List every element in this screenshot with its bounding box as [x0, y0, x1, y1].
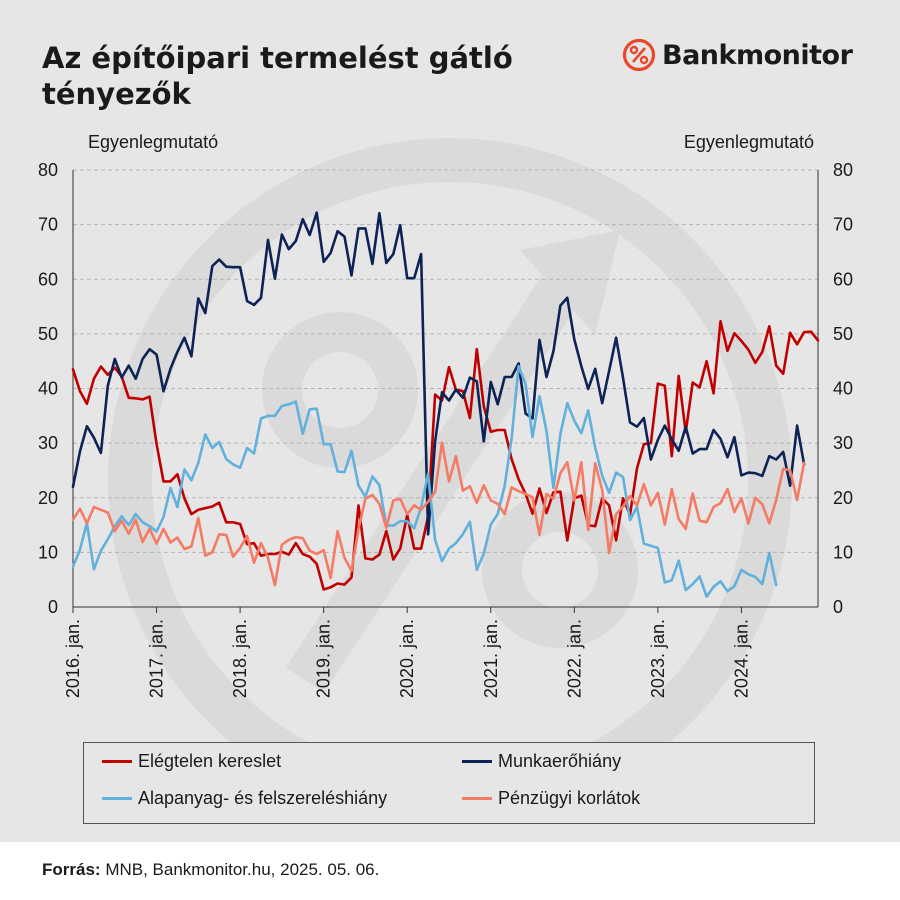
y2-tick-label: 10: [833, 542, 853, 562]
brand-name: Bankmonitor: [662, 39, 853, 71]
y-tick-label: 80: [38, 160, 58, 180]
chart-title: Az építőipari termelést gátló tényezők: [42, 41, 513, 111]
chart-legend: Elégtelen kereslet Munkaerőhiány Alapany…: [83, 742, 815, 824]
y-tick-label: 50: [38, 324, 58, 344]
legend-item-elegtelen-kereslet: Elégtelen kereslet: [102, 751, 281, 772]
source-text: MNB, Bankmonitor.hu, 2025. 05. 06.: [105, 860, 380, 879]
legend-swatch: [102, 797, 132, 800]
y-tick-label: 40: [38, 379, 58, 399]
y-tick-label: 20: [38, 488, 58, 508]
legend-item-alapanyaghiany: Alapanyag- és felszereléshiány: [102, 788, 387, 809]
source-label: Forrás:: [42, 860, 101, 879]
series-line: [71, 319, 820, 591]
x-tick-label: 2020. jan.: [397, 619, 417, 698]
chart-card: Az építőipari termelést gátló tényezők B…: [0, 0, 900, 842]
x-tick-label: 2022. jan.: [564, 619, 584, 698]
legend-item-penzugyi-korlatok: Pénzügyi korlátok: [462, 788, 640, 809]
legend-label: Pénzügyi korlátok: [498, 788, 641, 808]
left-axis-caption: Egyenlegmutató: [88, 132, 219, 152]
x-tick-label: 2023. jan.: [648, 619, 668, 698]
y-tick-label: 10: [38, 542, 58, 562]
y-tick-label: 70: [38, 215, 58, 235]
x-tick-label: 2019. jan.: [314, 619, 334, 698]
x-tick-label: 2021. jan.: [481, 619, 501, 698]
percent-circle-icon: [622, 38, 656, 72]
legend-swatch: [462, 760, 492, 763]
y2-tick-label: 50: [833, 324, 853, 344]
line-chart: 0 0 10 10 20 20 30 30 40 40 50 50 60 60 70 70 80 80 2016. …: [38, 160, 853, 698]
y2-tick-label: 80: [833, 160, 853, 180]
y-tick-label: 60: [38, 269, 58, 289]
legend-swatch: [462, 797, 492, 800]
right-axis-caption: Egyenlegmutató: [683, 132, 814, 152]
source-note: Forrás: MNB, Bankmonitor.hu, 2025. 05. 0…: [42, 860, 379, 880]
y2-tick-label: 0: [833, 597, 843, 617]
series-line: [71, 441, 806, 587]
y2-tick-label: 60: [833, 269, 853, 289]
legend-item-munkaerohiany: Munkaerőhiány: [462, 751, 621, 772]
y2-tick-label: 40: [833, 379, 853, 399]
legend-label: Elégtelen kereslet: [138, 751, 282, 771]
y2-tick-label: 70: [833, 215, 853, 235]
series-line: [71, 211, 806, 536]
brand-logo: Bankmonitor: [622, 37, 853, 73]
y-tick-label: 30: [38, 433, 58, 453]
series-line: [71, 364, 778, 598]
x-tick-label: 2024. jan.: [731, 619, 751, 698]
y-tick-label: 0: [48, 597, 58, 617]
y2-tick-label: 20: [833, 488, 853, 508]
x-tick-label: 2016. jan.: [63, 619, 83, 698]
y2-tick-label: 30: [833, 433, 853, 453]
legend-label: Alapanyag- és felszereléshiány: [138, 788, 388, 808]
legend-swatch: [102, 760, 132, 763]
legend-label: Munkaerőhiány: [498, 751, 622, 771]
x-tick-label: 2017. jan.: [147, 619, 167, 698]
x-tick-label: 2018. jan.: [230, 619, 250, 698]
